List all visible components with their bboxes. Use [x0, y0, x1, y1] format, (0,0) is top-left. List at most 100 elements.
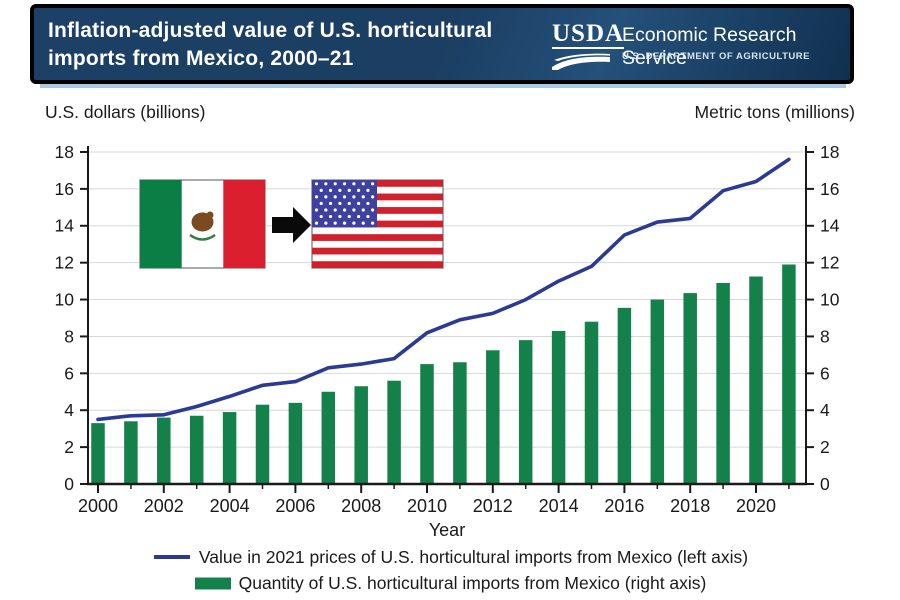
us-flag-star [371, 182, 375, 186]
value-line [96, 157, 791, 422]
us-flag [311, 179, 444, 269]
us-flag-star [338, 188, 342, 192]
us-flag-star [357, 188, 361, 192]
us-flag-star [314, 208, 319, 212]
x-tick-label-2010: 2010 [407, 496, 447, 516]
us-flag-star [328, 214, 333, 219]
x-tick-label-2018: 2018 [670, 496, 710, 516]
bar-2010 [420, 364, 434, 484]
page-title-line2: imports from Mexico, 2000–21 [48, 47, 354, 70]
us-flag-star [333, 221, 337, 225]
us-flag-star [347, 201, 351, 206]
x-tick-label-2016: 2016 [604, 496, 644, 516]
us-flag-star [342, 195, 347, 199]
bar-2016 [617, 307, 632, 484]
right-tick-label-18: 18 [820, 142, 839, 162]
right-tick-label-12: 12 [820, 253, 839, 273]
us-flag-star [366, 188, 370, 192]
usda-swoosh-icon [552, 53, 610, 70]
header-bottom-strip [40, 84, 846, 88]
legend-item-quantity-bar: Quantity of U.S. horticultural imports f… [194, 570, 706, 596]
bar-2006 [288, 402, 303, 484]
legend-label-value: Value in 2021 prices of U.S. horticultur… [198, 546, 749, 567]
us-flag-star [314, 182, 319, 186]
us-flag-stripe-4 [312, 207, 443, 214]
left-tick-label-6: 6 [64, 363, 74, 383]
bar-2008 [354, 386, 368, 484]
us-flag-star [361, 221, 365, 225]
bar-2017 [650, 299, 665, 484]
bar-2012 [486, 350, 500, 484]
axis-unit-labels: U.S. dollars (billions) Metric tons (mil… [45, 102, 855, 123]
right-tick-label-8: 8 [820, 326, 830, 346]
x-ticks: 2000 2002 2004 2006 2008 2010 2012 2014 2016 2018… [78, 484, 790, 516]
right-tick-label-4: 4 [820, 400, 830, 420]
x-tick-label-2020: 2020 [736, 496, 776, 516]
right-tick-label-10: 10 [820, 290, 840, 310]
us-flag-star [333, 182, 337, 186]
us-flag-star [352, 182, 356, 186]
us-flag-star [324, 182, 328, 186]
x-tick-label-2002: 2002 [144, 496, 184, 516]
bar-2013 [518, 340, 533, 484]
left-tick-label-12: 12 [55, 253, 74, 273]
bar-2015 [584, 321, 599, 484]
us-flag-star [328, 188, 333, 192]
us-flag-stripe-8 [312, 234, 443, 241]
bar-2018 [683, 293, 697, 484]
x-tick-label-2012: 2012 [473, 496, 513, 516]
bar-2000 [91, 423, 105, 484]
left-tick-label-10: 10 [55, 290, 75, 310]
us-flag-stripe-10 [312, 247, 443, 255]
bar-2004 [222, 412, 237, 484]
x-tick-label-2014: 2014 [539, 496, 579, 516]
us-flag-star [357, 214, 361, 219]
right-tick-label-0: 0 [820, 474, 830, 494]
bar-2021 [782, 264, 796, 484]
left-tick-label-14: 14 [55, 216, 75, 236]
flags-illustration [139, 179, 444, 269]
mexico-flag [139, 179, 266, 269]
mexico-flag-wreath [189, 233, 216, 241]
bar-2019 [716, 282, 730, 484]
axes [87, 146, 807, 486]
right-tick-label-6: 6 [820, 363, 830, 383]
mexico-flag-red-band [223, 180, 265, 268]
department-name: U.S. DEPARTMENT OF AGRICULTURE [622, 51, 810, 62]
right-tick-label-16: 16 [820, 179, 839, 199]
left-tick-label-16: 16 [55, 179, 74, 199]
us-flag-star [352, 195, 356, 199]
bar-2007 [321, 391, 336, 484]
us-flag-star [324, 195, 328, 199]
x-tick-label-2006: 2006 [275, 496, 315, 516]
bar-2011 [453, 362, 467, 484]
us-flag-star [361, 182, 365, 186]
us-flag-stripe-0 [312, 180, 443, 187]
us-flag-star [319, 188, 323, 192]
right-tick-label-2: 2 [820, 437, 830, 457]
us-flag-star [371, 195, 375, 199]
bar-2009 [387, 380, 401, 484]
us-flag-star [328, 201, 333, 206]
left-tick-label-0: 0 [64, 474, 74, 494]
bar-2002 [157, 417, 171, 484]
bar-series-marker-icon [194, 577, 231, 589]
us-flag-star [361, 208, 365, 212]
us-flag-star [342, 182, 347, 186]
us-flag-stars [314, 182, 375, 225]
mexico-flag-eagle-head [206, 211, 214, 219]
usda-logo: USDA [552, 20, 625, 49]
us-flag-star [371, 221, 375, 225]
mexico-flag-green-band [140, 180, 182, 268]
left-tick-label-4: 4 [64, 400, 74, 420]
us-flag-star [333, 208, 337, 212]
us-flag-star [314, 221, 319, 225]
line-series-marker-icon [153, 555, 190, 559]
bar-2005 [255, 404, 270, 484]
bar-2020 [749, 276, 763, 484]
left-tick-label-8: 8 [64, 326, 74, 346]
left-tick-label-2: 2 [64, 437, 74, 457]
us-flag-stripe-2 [312, 193, 443, 201]
bar-2001 [124, 421, 138, 484]
legend-bar-swatch [194, 577, 231, 589]
